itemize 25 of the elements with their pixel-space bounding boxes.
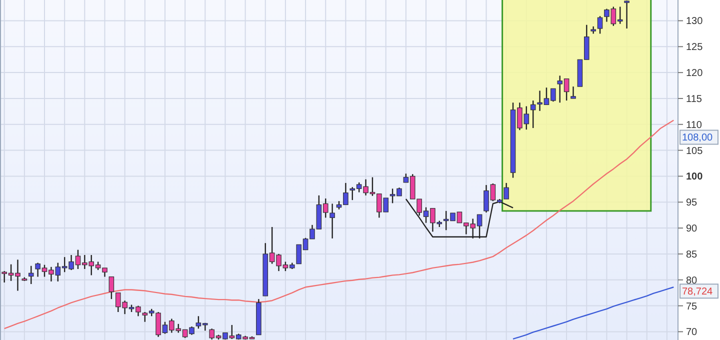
candlestick (530, 100, 536, 129)
y-tick-label: 80 (686, 275, 698, 286)
y-tick-label: 95 (686, 198, 698, 209)
line-series (4, 120, 674, 330)
candlestick (504, 182, 509, 200)
y-tick-label: 125 (686, 42, 704, 54)
y-tick-label: 105 (686, 146, 704, 157)
y-tick-label: 120 (686, 68, 704, 80)
candlestick (28, 265, 34, 285)
y-tick-label: 130 (686, 16, 704, 28)
text: 78,724 (682, 286, 714, 298)
candlestick (570, 86, 576, 100)
y-tick-label: 85 (686, 249, 698, 260)
y-tick-label: 75 (686, 301, 698, 312)
y-tick-label: 90 (686, 224, 698, 235)
line-series (405, 198, 514, 238)
y-tick-label: 100 (686, 172, 704, 183)
text: 108,00 (682, 132, 714, 144)
candlestick (624, 0, 630, 30)
y-tick-label: 70 (686, 327, 698, 338)
y-tick-label: 110 (686, 120, 702, 131)
line-series (512, 286, 674, 340)
candlestick (597, 15, 603, 34)
candlestick (108, 276, 114, 300)
y-tick-label: 115 (686, 94, 702, 105)
